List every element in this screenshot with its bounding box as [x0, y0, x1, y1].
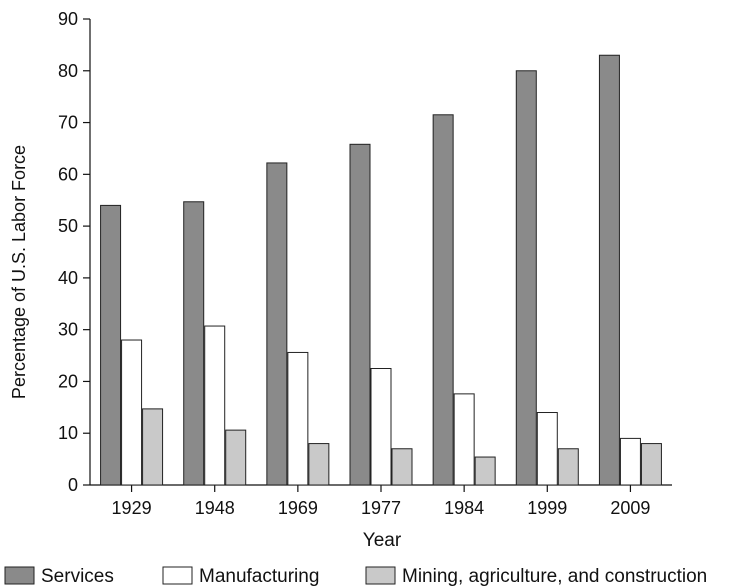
legend-swatch: [162, 566, 193, 585]
bar-manufacturing-1969: [287, 351, 309, 486]
x-tick-label: 1999: [527, 498, 567, 518]
x-tick-label: 1977: [361, 498, 401, 518]
bar-services-1977: [349, 143, 371, 486]
bar-manufacturing-1984: [453, 393, 475, 486]
bar-mining-2009: [640, 443, 662, 486]
legend-swatch: [365, 566, 396, 585]
y-tick-label: 50: [58, 216, 78, 236]
bar-manufacturing-1977: [370, 368, 392, 486]
legend-label: Mining, agriculture, and construction: [402, 566, 707, 587]
bar-mining-1999: [557, 448, 579, 486]
x-axis-label: Year: [363, 530, 402, 551]
bar-mining-1929: [142, 408, 164, 486]
x-tick-label: 1984: [444, 498, 484, 518]
y-tick-label: 30: [58, 320, 78, 340]
bar-manufacturing-1948: [204, 325, 226, 486]
legend-swatch: [4, 566, 35, 585]
bar-services-1984: [432, 114, 454, 486]
bar-manufacturing-1929: [121, 339, 143, 486]
bar-services-1948: [183, 201, 205, 486]
y-tick-label: 0: [68, 475, 78, 495]
y-tick-label: 40: [58, 268, 78, 288]
x-tick-label: 1969: [278, 498, 318, 518]
bar-services-2009: [598, 54, 620, 486]
x-tick-label: 1948: [195, 498, 235, 518]
y-tick-label: 70: [58, 113, 78, 133]
bar-mining-1977: [391, 448, 413, 486]
legend: Services Manufacturing Mining, agriculture…: [4, 566, 707, 587]
bar-manufacturing-2009: [619, 437, 641, 486]
y-tick-label: 60: [58, 164, 78, 184]
bar-mining-1969: [308, 443, 330, 486]
bar-mining-1948: [225, 429, 247, 486]
y-tick-label: 80: [58, 61, 78, 81]
y-axis: 0 10 20 30 40 50 60 70 80 90: [58, 9, 91, 495]
bar-mining-1984: [474, 456, 496, 486]
bar-services-1929: [100, 204, 122, 486]
y-tick-label: 20: [58, 371, 78, 391]
bar-services-1969: [266, 162, 288, 486]
y-axis-label: Percentage of U.S. Labor Force: [9, 145, 29, 399]
bars-group: [100, 54, 662, 486]
x-tick-label: 2009: [610, 498, 650, 518]
y-tick-label: 10: [58, 423, 78, 443]
legend-label: Services: [41, 566, 114, 587]
bar-manufacturing-1999: [536, 412, 558, 486]
x-axis: 1929 1948 1969 1977 1984 1999 2009: [90, 484, 672, 518]
y-tick-label: 90: [58, 9, 78, 29]
x-tick-label: 1929: [112, 498, 152, 518]
legend-label: Manufacturing: [199, 566, 319, 587]
bar-services-1999: [515, 70, 537, 486]
